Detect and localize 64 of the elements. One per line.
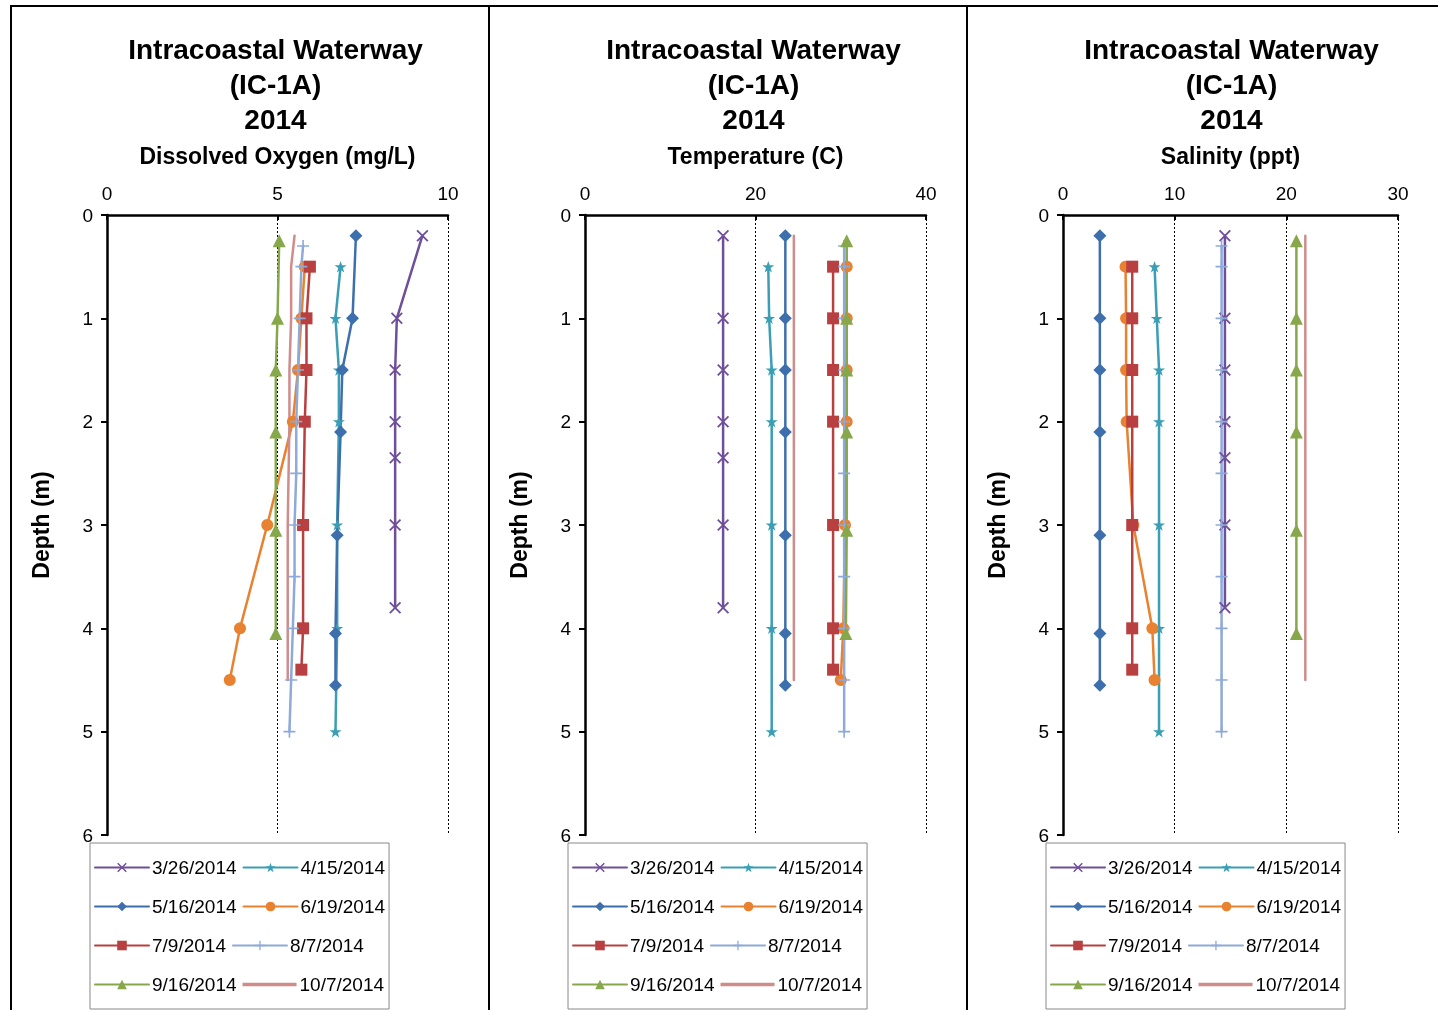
legend-label: 3/26/2014 [630, 857, 715, 878]
legend-label: 4/15/2014 [778, 857, 864, 878]
y-tick-label: 6 [1038, 824, 1049, 846]
legend-label: 9/16/2014 [1108, 974, 1193, 995]
legend-label: 7/9/2014 [152, 935, 227, 956]
y-tick-label: 3 [1038, 514, 1049, 536]
y-tick-label: 5 [82, 721, 93, 743]
y-tick-label: 0 [82, 204, 93, 226]
x-tick-label: 10 [437, 183, 459, 204]
y-tick-label: 5 [560, 721, 571, 743]
legend-label: 3/26/2014 [152, 857, 237, 878]
legend-label: 9/16/2014 [630, 974, 715, 995]
x-tick-label: 0 [1057, 183, 1069, 204]
legend-label: 4/15/2014 [300, 857, 386, 878]
legend-label: 5/16/2014 [152, 896, 237, 917]
legend-label: 6/19/2014 [1256, 896, 1342, 917]
y-tick-label: 1 [1038, 307, 1049, 329]
y-tick-label: 4 [1038, 617, 1050, 639]
chart-title: Intracoastal Waterway (IC-1A) 2014 [1084, 34, 1380, 135]
x-tick-label: 0 [101, 183, 113, 204]
legend-label: 6/19/2014 [778, 896, 864, 917]
x-tick-label: 0 [579, 183, 591, 204]
y-tick-label: 3 [560, 514, 571, 536]
legend-label: 3/26/2014 [1108, 857, 1193, 878]
legend-label: 8/7/2014 [767, 935, 843, 956]
y-tick-label: 5 [1038, 721, 1049, 743]
y-tick-label: 3 [82, 514, 93, 536]
chart-title: Intracoastal Waterway (IC-1A) 2014 [128, 34, 424, 135]
y-tick-label: 4 [560, 617, 572, 639]
y-tick-label: 6 [560, 824, 571, 846]
y-tick-label: 2 [1038, 411, 1049, 433]
x-tick-label: 5 [272, 183, 283, 204]
x-axis-title: Dissolved Oxygen (mg/L) [139, 142, 416, 169]
y-tick-label: 1 [82, 307, 93, 329]
legend-label: 4/15/2014 [1256, 857, 1342, 878]
legend-label: 8/7/2014 [289, 935, 365, 956]
legend-label: 9/16/2014 [152, 974, 237, 995]
legend-label: 10/7/2014 [299, 974, 385, 995]
legend-label: 8/7/2014 [1245, 935, 1321, 956]
legend-label: 6/19/2014 [300, 896, 386, 917]
legend-label: 7/9/2014 [1108, 935, 1183, 956]
chart-title: Intracoastal Waterway (IC-1A) 2014 [606, 34, 902, 135]
y-axis-title: Depth (m) [27, 471, 54, 579]
x-tick-label: 30 [1387, 183, 1409, 204]
y-axis-title: Depth (m) [983, 471, 1010, 579]
y-tick-label: 1 [560, 307, 571, 329]
legend-label: 10/7/2014 [777, 974, 863, 995]
y-tick-label: 0 [1038, 204, 1049, 226]
x-axis-title: Temperature (C) [667, 142, 844, 169]
x-tick-label: 10 [1164, 183, 1186, 204]
legend-label: 7/9/2014 [630, 935, 705, 956]
x-tick-label: 40 [915, 183, 937, 204]
y-axis-title: Depth (m) [505, 471, 532, 579]
legend-label: 5/16/2014 [630, 896, 715, 917]
legend-label: 10/7/2014 [1255, 974, 1341, 995]
y-tick-label: 2 [82, 411, 93, 433]
y-tick-label: 4 [82, 617, 94, 639]
y-tick-label: 0 [560, 204, 571, 226]
y-tick-label: 2 [560, 411, 571, 433]
x-tick-label: 20 [1275, 183, 1297, 204]
x-axis-title: Salinity (ppt) [1160, 142, 1301, 169]
x-tick-label: 20 [744, 183, 767, 204]
legend-label: 5/16/2014 [1108, 896, 1193, 917]
y-tick-label: 6 [82, 824, 93, 846]
